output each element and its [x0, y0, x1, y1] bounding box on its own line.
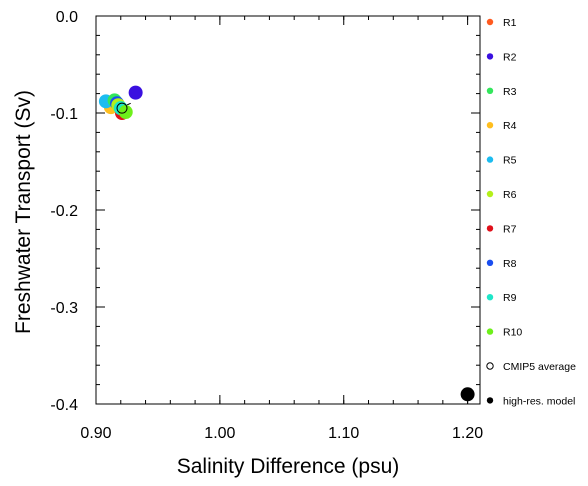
x-tick-label: 1.10: [328, 425, 359, 442]
x-axis-label: Salinity Difference (psu): [177, 455, 400, 478]
legend-marker: [486, 328, 494, 335]
x-tick-label: 1.20: [452, 425, 483, 442]
y-axis-label: Freshwater Transport (Sv): [12, 90, 35, 334]
point-r2: [128, 85, 143, 100]
y-axis-ticks: 0.0 -0.1 -0.2 -0.3 -0.4: [50, 9, 480, 414]
legend-marker: [486, 294, 494, 301]
legend-label: R4: [503, 120, 517, 132]
legend-marker: [486, 53, 494, 60]
legend-label: CMIP5 average: [503, 361, 576, 373]
legend-marker: [486, 156, 494, 163]
legend-marker: [486, 122, 494, 129]
plot-border: [95, 15, 481, 405]
legend-label: R7: [503, 223, 517, 235]
point-high-res-model: [460, 387, 475, 402]
legend-label: R1: [503, 17, 517, 29]
y-tick-label: -0.1: [50, 106, 78, 123]
y-tick-label: -0.4: [50, 397, 78, 414]
legend-marker: [486, 259, 494, 266]
legend-label: R3: [503, 86, 517, 98]
x-tick-label: 1.00: [204, 425, 235, 442]
x-axis-ticks: 0.90 1.00 1.10 1.20: [80, 16, 483, 442]
plot-frame: [95, 15, 481, 405]
legend-marker: [486, 190, 494, 198]
y-tick-label: -0.2: [50, 203, 78, 220]
legend-marker: [486, 362, 494, 370]
legend-label: R5: [503, 155, 517, 167]
legend: R1 R2 R3 R4 R5 R6 R7 R8 R9 R10 CMIP5 average high-r…: [486, 17, 576, 407]
legend-marker: [486, 225, 494, 232]
legend-label: R8: [503, 258, 517, 270]
x-tick-label: 0.90: [80, 425, 111, 442]
legend-label: R10: [503, 327, 522, 339]
y-tick-label: 0.0: [56, 9, 78, 26]
legend-label: R2: [503, 51, 517, 63]
data-points: [98, 85, 475, 402]
legend-marker: [486, 397, 494, 404]
legend-label: R9: [503, 292, 517, 304]
point-cmip5-average: [116, 102, 128, 114]
legend-label: high-res. model: [503, 395, 575, 407]
legend-label: R6: [503, 189, 517, 201]
legend-marker: [486, 18, 494, 26]
y-tick-label: -0.3: [50, 300, 78, 317]
legend-marker: [486, 87, 494, 95]
